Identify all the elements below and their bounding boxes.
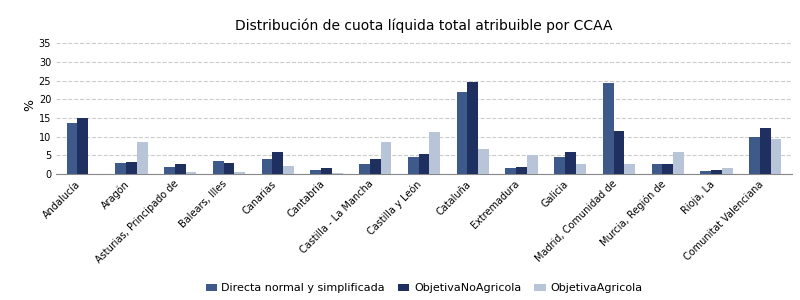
Bar bbox=[614, 131, 624, 174]
Bar bbox=[673, 152, 684, 174]
Bar bbox=[565, 152, 575, 174]
Bar bbox=[418, 154, 430, 174]
Bar bbox=[78, 118, 88, 174]
Bar bbox=[262, 159, 273, 174]
Bar bbox=[234, 172, 245, 174]
Bar bbox=[575, 164, 586, 174]
Bar bbox=[506, 168, 516, 174]
Bar bbox=[554, 157, 565, 174]
Bar bbox=[722, 168, 733, 174]
Bar bbox=[66, 122, 78, 174]
Bar bbox=[224, 163, 234, 174]
Bar bbox=[700, 171, 711, 174]
Bar bbox=[137, 142, 148, 174]
Bar bbox=[359, 164, 370, 174]
Bar bbox=[711, 170, 722, 174]
Bar bbox=[749, 137, 760, 174]
Bar bbox=[321, 168, 332, 174]
Bar bbox=[527, 155, 538, 174]
Bar bbox=[624, 164, 635, 174]
Bar bbox=[662, 164, 673, 174]
Bar bbox=[283, 166, 294, 174]
Bar bbox=[408, 157, 418, 174]
Title: Distribución de cuota líquida total atribuible por CCAA: Distribución de cuota líquida total atri… bbox=[235, 19, 613, 33]
Bar bbox=[175, 164, 186, 174]
Bar bbox=[478, 149, 489, 174]
Bar bbox=[430, 132, 440, 174]
Bar bbox=[370, 160, 381, 174]
Bar bbox=[760, 128, 770, 174]
Bar bbox=[213, 161, 224, 174]
Y-axis label: %: % bbox=[23, 99, 36, 111]
Bar bbox=[115, 163, 126, 174]
Bar bbox=[381, 142, 391, 174]
Bar bbox=[603, 83, 614, 174]
Bar bbox=[467, 82, 478, 174]
Bar bbox=[457, 92, 467, 174]
Bar bbox=[310, 169, 321, 174]
Bar bbox=[126, 162, 137, 174]
Bar bbox=[332, 172, 342, 174]
Bar bbox=[273, 152, 283, 174]
Bar bbox=[164, 167, 175, 174]
Legend: Directa normal y simplificada, ObjetivaNoAgricola, ObjetivaAgricola: Directa normal y simplificada, ObjetivaN… bbox=[202, 279, 646, 298]
Bar bbox=[516, 167, 527, 174]
Bar bbox=[652, 164, 662, 174]
Bar bbox=[770, 139, 782, 174]
Bar bbox=[186, 172, 196, 174]
